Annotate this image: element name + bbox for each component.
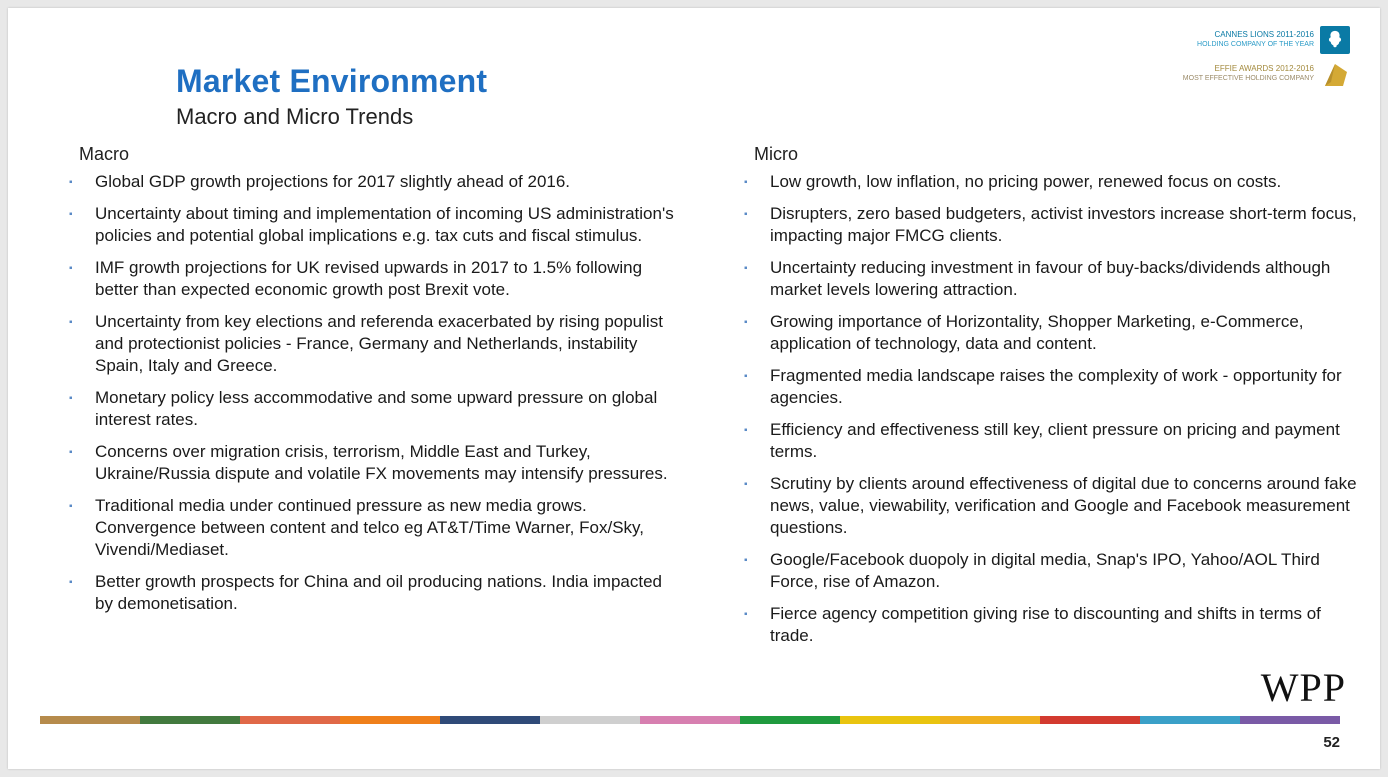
stripe-segment	[240, 716, 340, 724]
micro-heading: Micro	[754, 144, 1358, 165]
micro-item: Growing importance of Horizontality, Sho…	[738, 311, 1358, 355]
stripe-segment	[1140, 716, 1240, 724]
company-logo: WPP	[1261, 664, 1346, 711]
cannes-text: CANNES LIONS 2011-2016 HOLDING COMPANY O…	[1197, 30, 1314, 50]
micro-item: Disrupters, zero based budgeters, activi…	[738, 203, 1358, 247]
micro-item: Fragmented media landscape raises the co…	[738, 365, 1358, 409]
stripe-segment	[440, 716, 540, 724]
color-stripe	[40, 716, 1340, 724]
micro-item: Efficiency and effectiveness still key, …	[738, 419, 1358, 463]
micro-column: Micro Low growth, low inflation, no pric…	[738, 144, 1358, 657]
stripe-segment	[540, 716, 640, 724]
page-number: 52	[1323, 734, 1340, 751]
macro-item: Monetary policy less accommodative and s…	[63, 387, 683, 431]
awards-block: CANNES LIONS 2011-2016 HOLDING COMPANY O…	[1130, 26, 1350, 94]
micro-list: Low growth, low inflation, no pricing po…	[738, 171, 1358, 647]
slide: CANNES LIONS 2011-2016 HOLDING COMPANY O…	[8, 8, 1380, 769]
macro-item: Traditional media under continued pressu…	[63, 495, 683, 561]
effie-icon	[1320, 60, 1350, 88]
stripe-segment	[640, 716, 740, 724]
stripe-segment	[1040, 716, 1140, 724]
micro-item: Scrutiny by clients around effectiveness…	[738, 473, 1358, 539]
macro-column: Macro Global GDP growth projections for …	[63, 144, 683, 657]
stripe-segment	[140, 716, 240, 724]
stripe-segment	[840, 716, 940, 724]
macro-item: Global GDP growth projections for 2017 s…	[63, 171, 683, 193]
micro-item: Uncertainty reducing investment in favou…	[738, 257, 1358, 301]
stripe-segment	[40, 716, 140, 724]
micro-item: Google/Facebook duopoly in digital media…	[738, 549, 1358, 593]
cannes-award: CANNES LIONS 2011-2016 HOLDING COMPANY O…	[1130, 26, 1350, 54]
columns: Macro Global GDP growth projections for …	[8, 144, 1380, 657]
micro-item: Low growth, low inflation, no pricing po…	[738, 171, 1358, 193]
macro-list: Global GDP growth projections for 2017 s…	[63, 171, 683, 615]
micro-item: Fierce agency competition giving rise to…	[738, 603, 1358, 647]
macro-item: Better growth prospects for China and oi…	[63, 571, 683, 615]
cannes-line2: HOLDING COMPANY OF THE YEAR	[1197, 40, 1314, 50]
cannes-line1: CANNES LIONS 2011-2016	[1197, 30, 1314, 40]
macro-heading: Macro	[79, 144, 683, 165]
effie-award: EFFIE AWARDS 2012-2016 MOST EFFECTIVE HO…	[1130, 60, 1350, 88]
macro-item: Concerns over migration crisis, terroris…	[63, 441, 683, 485]
macro-item: IMF growth projections for UK revised up…	[63, 257, 683, 301]
effie-line1: EFFIE AWARDS 2012-2016	[1183, 64, 1314, 74]
macro-item: Uncertainty about timing and implementat…	[63, 203, 683, 247]
stripe-segment	[940, 716, 1040, 724]
stripe-segment	[740, 716, 840, 724]
effie-line2: MOST EFFECTIVE HOLDING COMPANY	[1183, 74, 1314, 84]
macro-item: Uncertainty from key elections and refer…	[63, 311, 683, 377]
stripe-segment	[1240, 716, 1340, 724]
slide-subtitle: Macro and Micro Trends	[176, 104, 1380, 130]
lion-icon	[1320, 26, 1350, 54]
effie-text: EFFIE AWARDS 2012-2016 MOST EFFECTIVE HO…	[1183, 64, 1314, 84]
stripe-segment	[340, 716, 440, 724]
